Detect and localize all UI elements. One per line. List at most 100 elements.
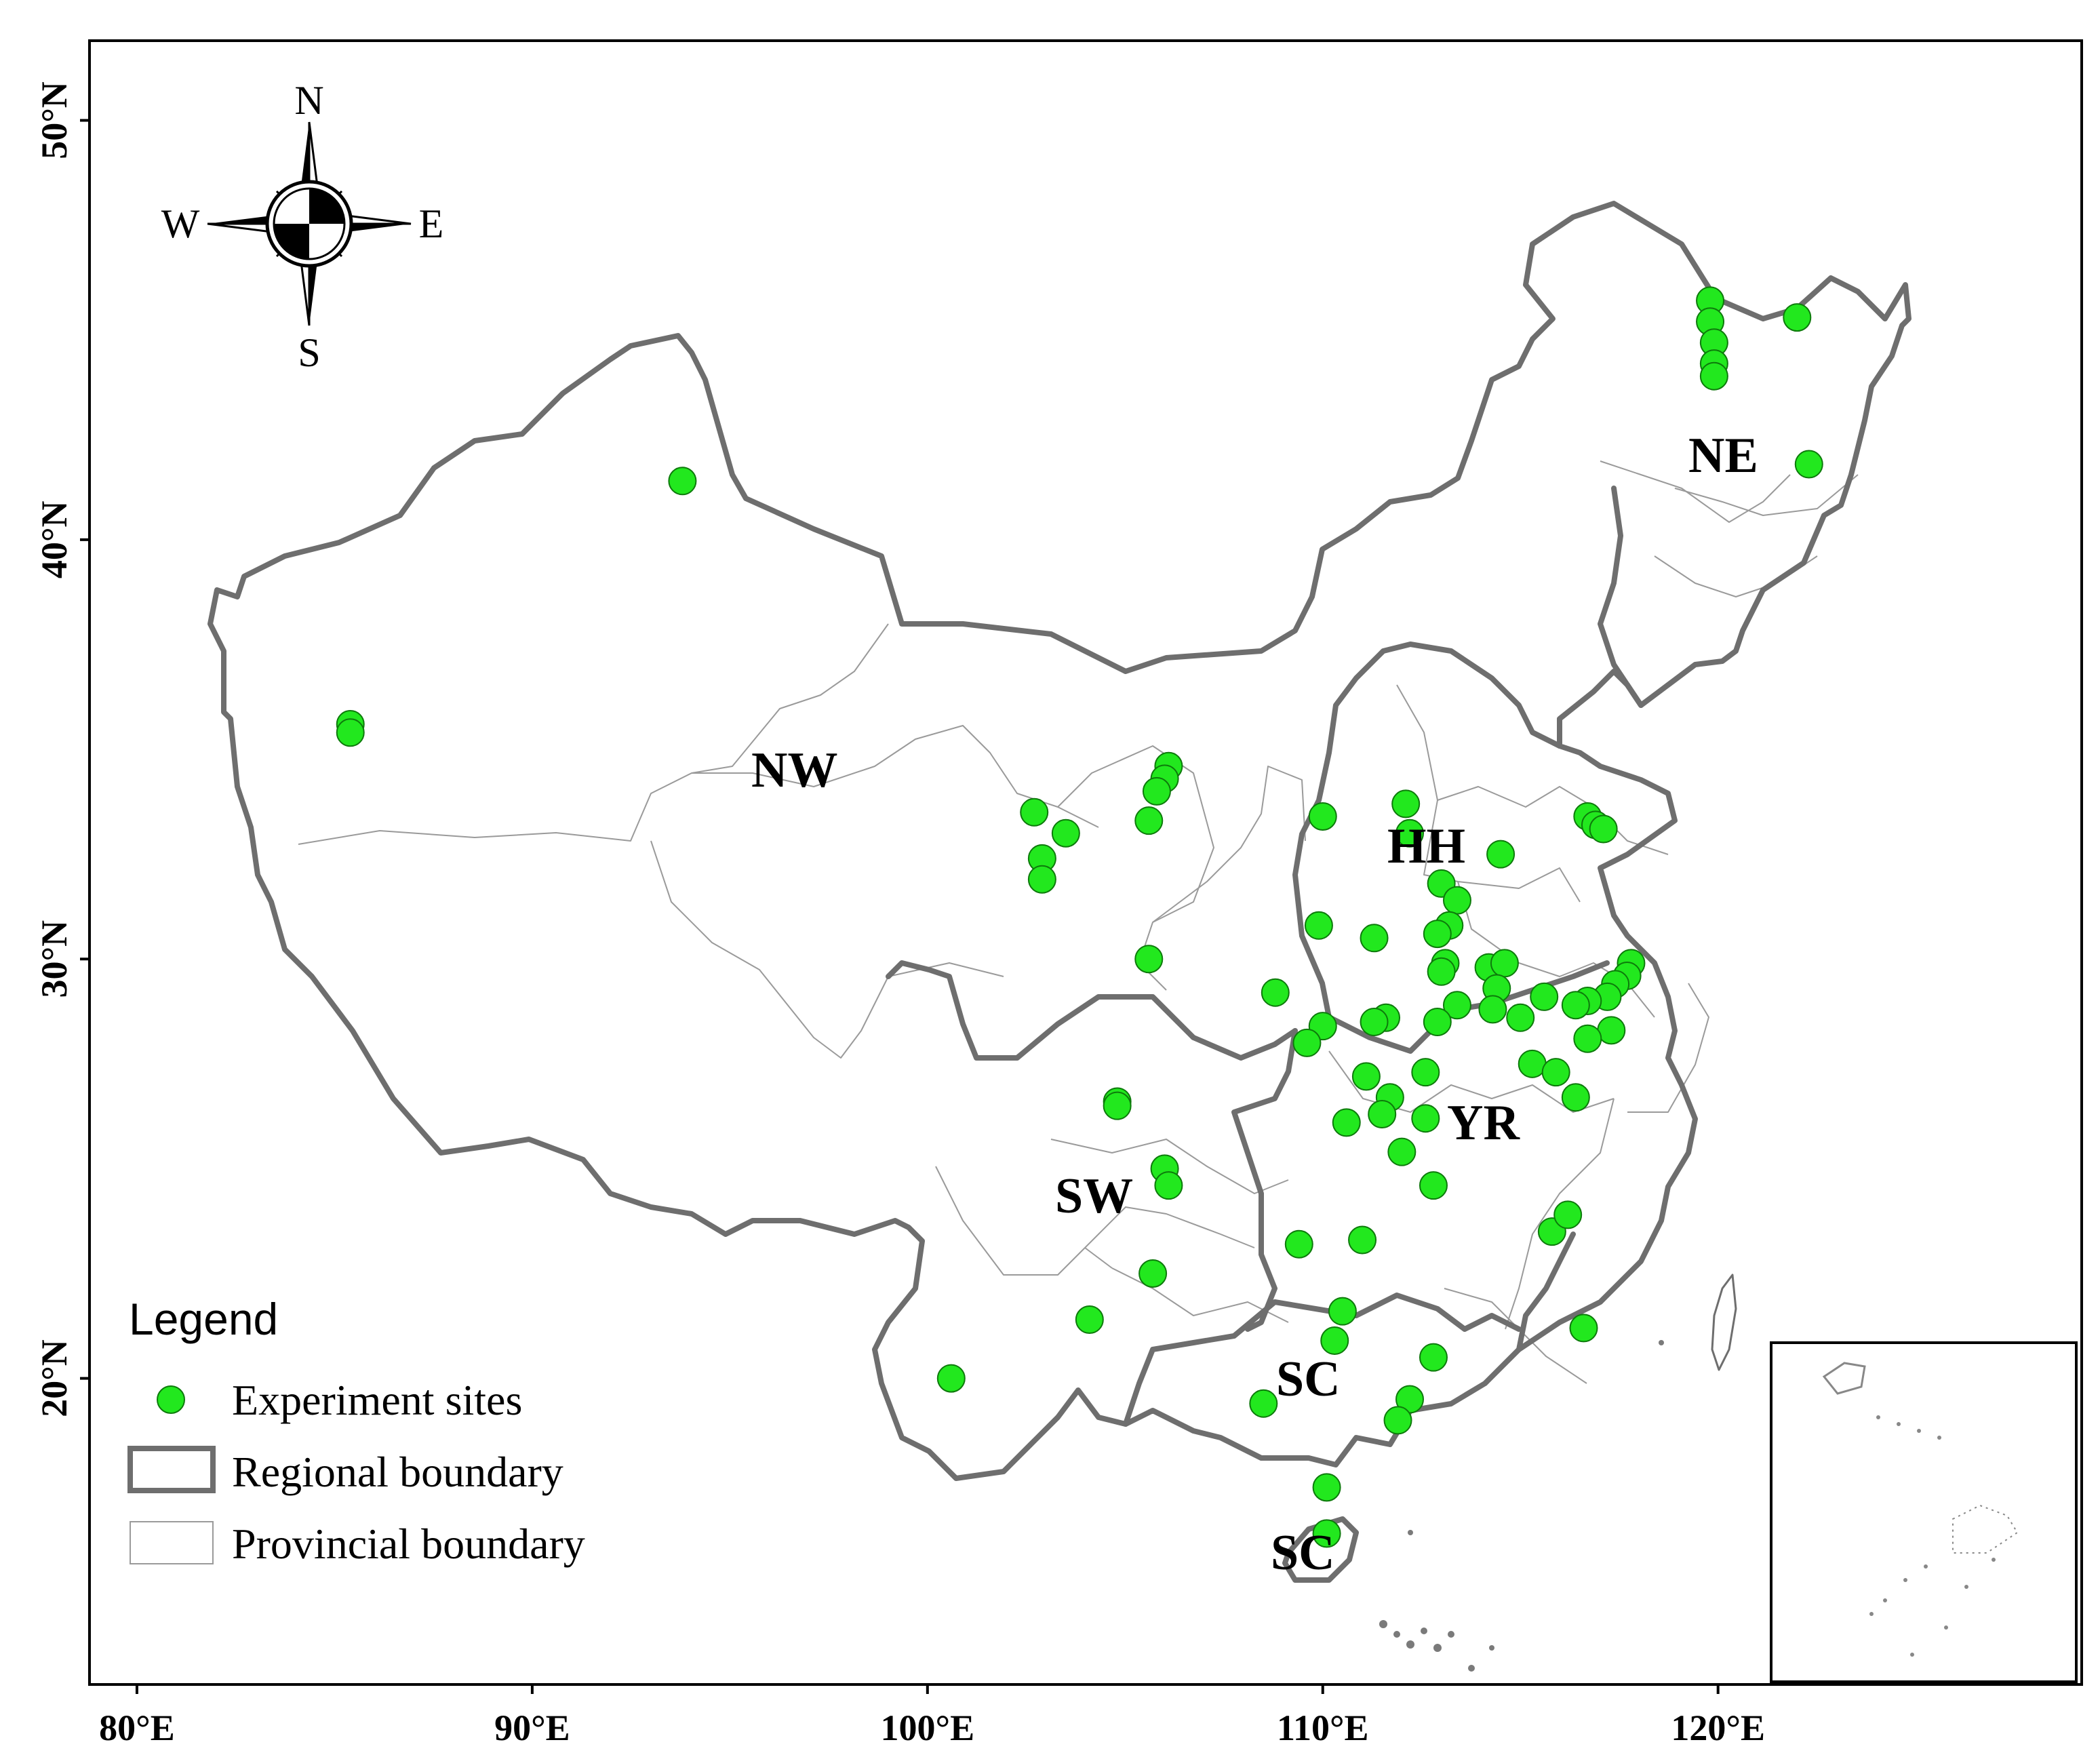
experiment-site-point: [1027, 865, 1056, 894]
region-label-yr: YR: [1447, 1095, 1520, 1151]
experiment-site-point: [1391, 789, 1421, 819]
experiment-site-point: [1553, 1200, 1583, 1229]
experiment-site-point: [336, 718, 365, 747]
experiment-site-point: [1051, 819, 1080, 848]
region-label-sw: SW: [1055, 1168, 1133, 1224]
islands: [1379, 1340, 1664, 1672]
region-label-sc-hainan: SC: [1271, 1525, 1335, 1581]
provincial-boundary-fujian-zhejiang: [1627, 983, 1709, 1113]
island: [1406, 1640, 1414, 1649]
regional-boundary-sw-sc: [1123, 1293, 1522, 1427]
y-axis-tick-label: 20°N: [34, 1339, 75, 1417]
compass-label-s: S: [298, 330, 320, 375]
compass-label-w: W: [161, 201, 200, 246]
y-axis-tick-label: 30°N: [34, 920, 75, 998]
experiment-site-point: [1506, 1003, 1535, 1032]
inset-island-outline: [1822, 1362, 1866, 1395]
experiment-site-point: [1597, 1016, 1626, 1045]
legend-label-regional-boundary: Regional boundary: [232, 1448, 563, 1496]
compass-center-quadrant: [274, 224, 309, 259]
experiment-site-point: [1154, 1171, 1183, 1200]
experiment-site-point: [1360, 924, 1389, 953]
legend-title: Legend: [129, 1294, 278, 1344]
inset-dot: [1937, 1436, 1941, 1440]
x-axis-tick-label: 90°E: [494, 1708, 570, 1748]
provincial-boundary-hebei-shandong: [1437, 786, 1669, 855]
x-axis-tick-label: 110°E: [1277, 1708, 1369, 1748]
regional-boundary-nw-sw: [886, 960, 1298, 1061]
experiment-site-point: [1360, 1007, 1389, 1036]
compass-label-n: N: [294, 78, 323, 123]
island: [1448, 1631, 1454, 1638]
experiment-site-point: [1442, 886, 1471, 915]
experiment-site-point: [1249, 1389, 1278, 1418]
y-axis-tick-label: 40°N: [34, 501, 75, 579]
experiment-site-point: [1423, 1007, 1452, 1036]
experiment-site-point: [1569, 1314, 1598, 1343]
island: [1421, 1628, 1427, 1634]
provincial-boundary-tibet-xinjiang: [298, 623, 889, 845]
experiment-site-point: [1312, 1473, 1341, 1502]
experiment-site-point: [1134, 945, 1164, 974]
inset-dot: [1964, 1585, 1968, 1589]
island: [1659, 1340, 1664, 1345]
experiment-site-point: [1419, 1343, 1448, 1372]
provincial-boundaries: [298, 460, 1859, 1384]
inset-dot: [1944, 1625, 1948, 1630]
island: [1408, 1530, 1413, 1535]
experiment-site-point: [1308, 802, 1337, 831]
experiment-site-point: [1103, 1091, 1132, 1120]
legend-swatch-regional-boundary: [127, 1446, 216, 1493]
experiment-site-point: [1348, 1225, 1377, 1255]
experiment-site-point: [1442, 991, 1471, 1020]
experiment-site-point: [1304, 911, 1333, 940]
experiment-site-point: [1561, 1083, 1590, 1112]
experiment-site-point: [1368, 1100, 1397, 1129]
inset-dot: [1917, 1429, 1921, 1433]
compass-center-quadrant: [309, 189, 344, 224]
experiment-sites: [336, 286, 1823, 1548]
experiment-site-point: [1320, 1326, 1349, 1355]
legend-label-provincial-boundary: Provincial boundary: [232, 1520, 585, 1568]
region-label-nw: NW: [751, 743, 837, 798]
experiment-site-point: [1794, 450, 1823, 479]
experiment-site-point: [1383, 1406, 1412, 1435]
x-axis-tick-label: 100°E: [881, 1708, 975, 1748]
x-axis-tick-label: 80°E: [99, 1708, 175, 1748]
experiment-site-point: [1518, 1049, 1547, 1078]
legend: Legend Experiment sites Regional boundar…: [127, 1294, 585, 1568]
experiment-site-point: [1423, 920, 1452, 949]
experiment-site-point: [1573, 1024, 1602, 1053]
experiment-site-point: [1261, 978, 1290, 1007]
north-arrow-icon: N S E W: [161, 78, 444, 375]
y-axis-tick-label: 50°N: [34, 81, 75, 159]
inset-dot: [1903, 1578, 1907, 1582]
legend-swatch-experiment-sites: [157, 1385, 185, 1414]
axes: 80°E 90°E 100°E 110°E 120°E 20°N 30°N 40°N 50°N: [34, 81, 1765, 1748]
provincial-boundary-inner-mongolia-ne: [1600, 460, 1791, 523]
experiment-site-point: [1351, 1062, 1381, 1091]
experiment-site-point: [1561, 991, 1590, 1020]
inset-map: [1770, 1341, 2078, 1683]
experiment-site-point: [1312, 1519, 1341, 1548]
experiment-site-point: [1530, 982, 1559, 1011]
inset-dot: [1910, 1653, 1914, 1657]
experiment-site-point: [1486, 840, 1515, 869]
compass-center-outline: [273, 187, 346, 260]
legend-label-experiment-sites: Experiment sites: [232, 1376, 522, 1424]
inset-frame: [1770, 1341, 2078, 1683]
experiment-site-point: [1478, 995, 1507, 1024]
compass-point-north: [300, 122, 309, 197]
regional-boundary-ne: [1598, 486, 1644, 708]
experiment-site-point: [1490, 949, 1519, 978]
inset-dot: [1992, 1558, 1996, 1562]
experiment-site-point: [1020, 797, 1049, 827]
island: [1393, 1631, 1400, 1638]
experiment-site-point: [1138, 1259, 1168, 1288]
experiment-site-point: [1142, 776, 1171, 806]
legend-swatch-provincial-boundary: [130, 1521, 214, 1564]
regional-boundary-yr-sc: [1516, 1231, 1576, 1352]
region-label-hh: HH: [1387, 819, 1465, 874]
experiment-site-point: [1427, 957, 1456, 986]
experiment-site-point: [1783, 303, 1812, 332]
